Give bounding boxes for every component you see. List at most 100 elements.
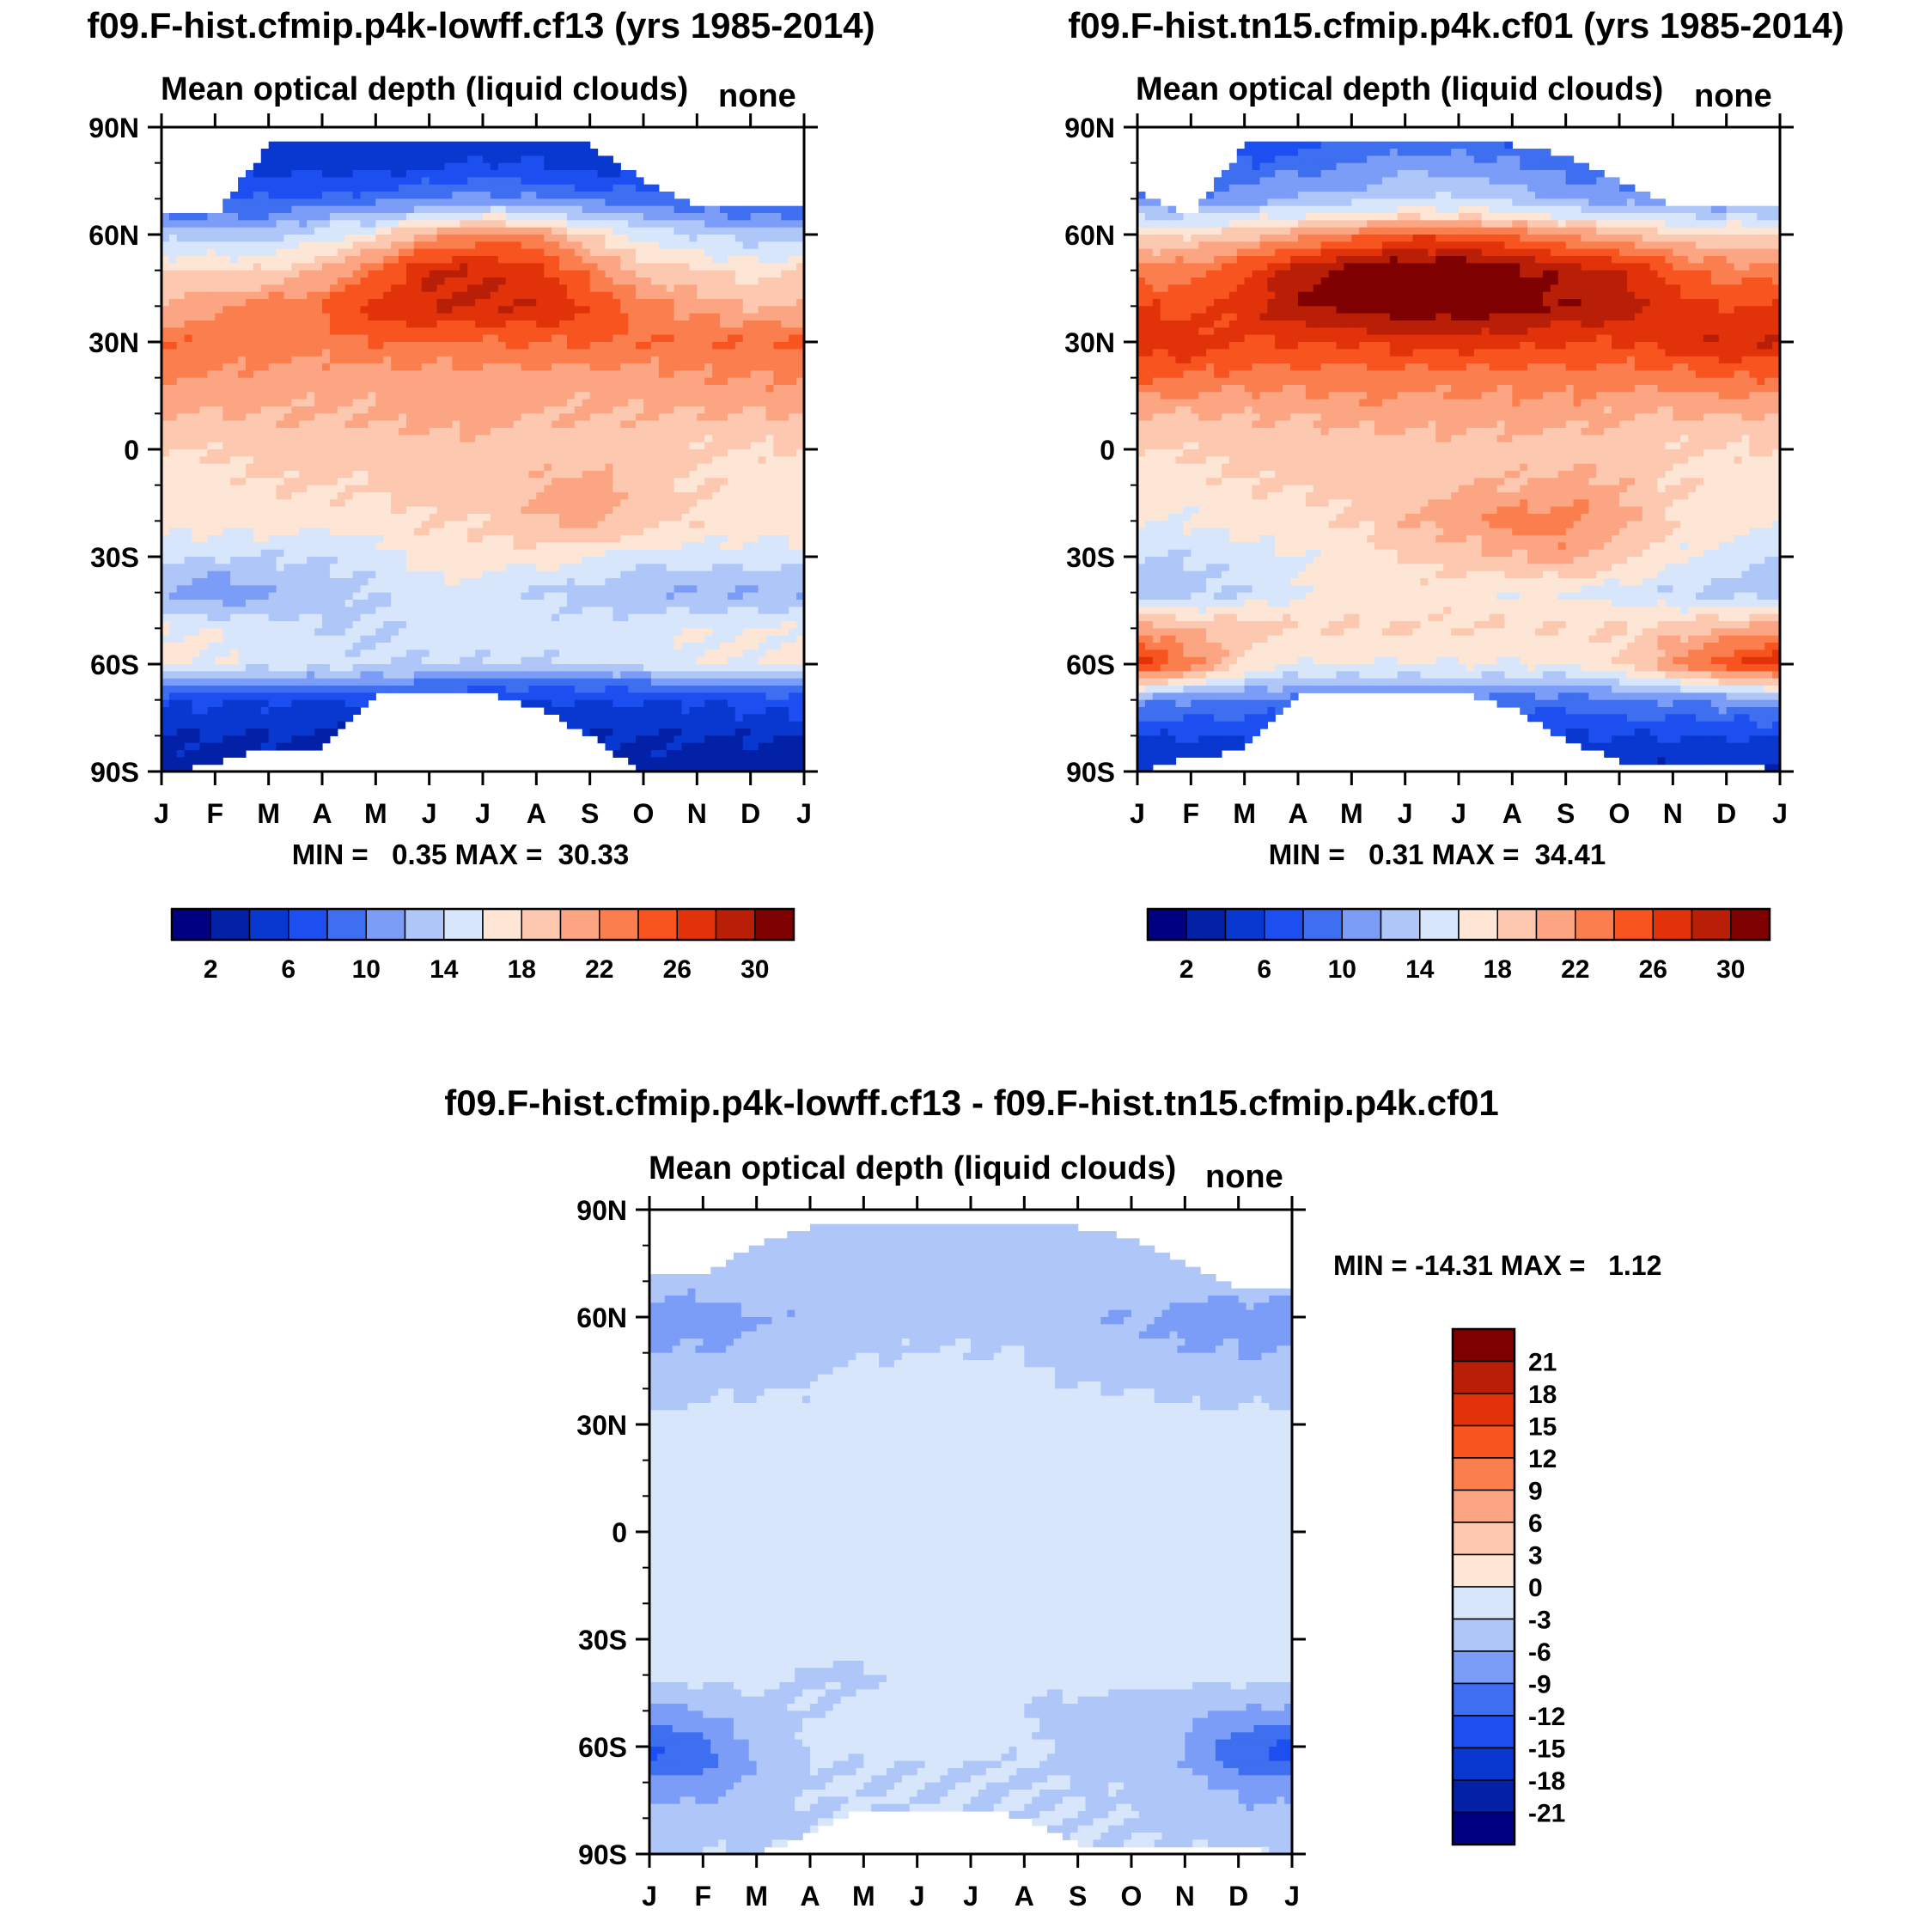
contour-cell [375,542,384,551]
contour-cell [314,607,323,615]
contour-cell [299,678,308,686]
contour-cell [176,628,186,637]
contour-cell [429,607,438,615]
contour-cell [299,643,308,650]
contour-cell [162,349,170,357]
contour-cell [597,349,606,357]
contour-cell [574,213,583,221]
contour-cell [413,435,423,443]
contour-cell [184,506,193,515]
contour-cell [253,291,262,300]
contour-cell [467,650,476,658]
contour-cell [299,707,308,715]
contour-cell [176,299,186,307]
contour-cell [490,564,499,572]
contour-cell [429,686,438,693]
contour-cell [207,227,216,235]
contour-cell [168,764,178,772]
contour-cell [283,156,292,164]
contour-cell [207,428,216,436]
contour-cell [405,241,415,250]
contour-cell [375,198,384,207]
contour-cell [613,284,621,293]
contour-cell [184,578,193,586]
contour-cell [436,528,446,536]
contour-cell [613,406,621,414]
contour-cell [322,506,331,515]
contour-cell [245,235,254,242]
contour-cell [559,370,568,379]
contour-cell [291,721,300,729]
contour-cell [344,485,354,493]
contour-cell [307,342,315,350]
contour-cell [421,613,430,622]
contour-cell [307,742,315,751]
contour-cell [268,392,277,400]
contour-cell [168,392,178,400]
contour-cell [429,320,438,328]
contour-cell [199,435,209,443]
contour-cell [168,686,178,693]
contour-cell [322,220,331,229]
contour-cell [222,205,231,214]
contour-cell [260,205,270,214]
contour-cell [620,456,629,465]
contour-cell [444,435,453,443]
contour-cell [559,241,568,250]
contour-cell [566,313,576,321]
contour-cell [162,306,170,314]
contour-cell [368,585,376,594]
contour-cell [337,607,346,615]
contour-cell [291,585,300,594]
contour-cell [314,235,323,242]
contour-cell [467,535,476,543]
contour-cell [168,557,178,564]
contour-cell [383,277,392,285]
contour-cell [505,420,515,429]
contour-cell [329,291,338,300]
contour-cell [528,528,537,536]
contour-cell [238,643,247,650]
contour-cell [291,399,300,407]
contour-cell [444,442,453,450]
contour-cell [337,334,346,343]
contour-cell [559,356,568,364]
contour-cell [299,235,308,242]
contour-cell [490,235,499,242]
contour-cell [215,549,223,558]
contour-cell [475,478,484,486]
contour-cell [307,585,315,594]
contour-cell [238,270,247,278]
contour-cell [552,621,560,629]
contour-cell [399,435,407,443]
contour-cell [399,656,407,665]
contour-cell [544,585,552,594]
contour-cell [589,628,599,637]
contour-cell [399,198,407,207]
contour-cell [536,205,545,214]
contour-cell [559,320,568,328]
contour-cell [528,141,537,149]
contour-cell [521,528,530,536]
contour-cell [589,156,599,164]
contour-cell [184,399,193,407]
contour-cell [199,420,209,429]
contour-cell [544,643,552,650]
contour-cell [467,478,476,486]
contour-cell [184,406,193,414]
contour-cell [238,521,247,529]
contour-cell [544,306,552,314]
contour-cell [337,714,346,723]
contour-cell [605,356,613,364]
contour-cell [337,564,346,572]
contour-cell [344,714,354,723]
contour-cell [222,692,231,701]
contour-cell [322,399,331,407]
contour-cell [399,284,407,293]
contour-cell [552,277,560,285]
contour-cell [636,456,644,465]
contour-cell [268,198,277,207]
contour-cell [460,686,468,693]
contour-cell [566,600,576,607]
contour-cell [497,235,507,242]
